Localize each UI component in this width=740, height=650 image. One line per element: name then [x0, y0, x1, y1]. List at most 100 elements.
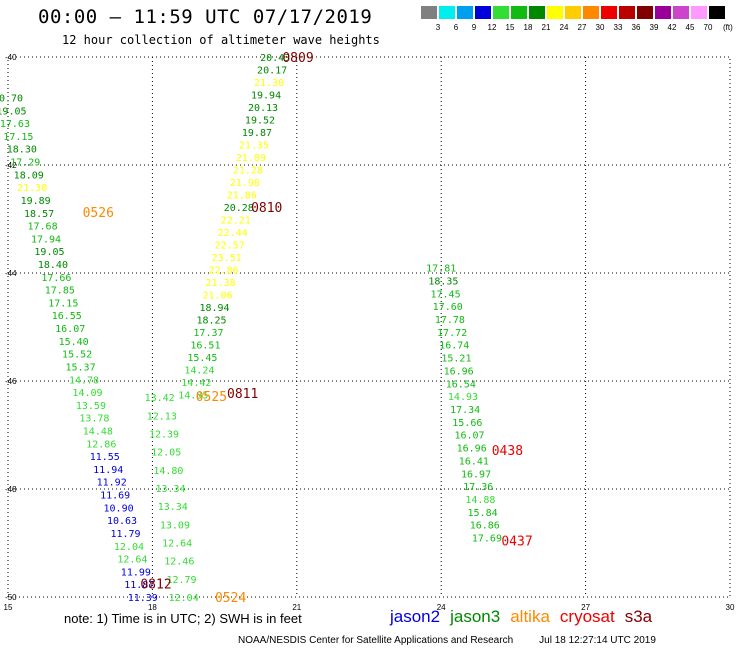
generated-timestamp: Jul 18 12:27:14 UTC 2019 — [539, 635, 656, 646]
y-tick-label: -40 — [5, 53, 17, 62]
wave-height-label: 21.30 — [17, 183, 47, 194]
wave-height-label: 15.45 — [187, 353, 217, 364]
wave-height-label: 10.90 — [104, 503, 134, 514]
wave-height-label: 15.37 — [66, 362, 96, 373]
chart-subtitle: 12 hour collection of altimeter wave hei… — [62, 33, 380, 47]
wave-height-label: 17.60 — [433, 302, 463, 313]
wave-height-label: 16.97 — [461, 469, 491, 480]
wave-height-label: 16.96 — [444, 366, 474, 377]
wave-height-label: 14.78 — [69, 375, 99, 386]
legend-swatch — [421, 6, 437, 19]
wave-height-label: 12.64 — [117, 555, 147, 566]
wave-height-label: 20.43 — [260, 53, 290, 64]
wave-height-label: 11.69 — [100, 491, 130, 502]
wave-height-label: 21.86 — [227, 191, 257, 202]
pass-time-label: 0526 — [83, 206, 114, 221]
wave-height-label: 13.78 — [79, 414, 109, 425]
x-tick-label: 24 — [437, 603, 446, 612]
wave-height-label: 13.34 — [158, 502, 188, 513]
wave-height-label: 19.52 — [245, 116, 275, 127]
legend-swatch — [439, 6, 455, 19]
legend-label: 21 — [541, 23, 551, 32]
wave-height-label: 17.63 — [0, 119, 30, 130]
wave-height-label: 16.41 — [459, 456, 489, 467]
pass-time-label: 0437 — [501, 534, 532, 549]
legend-swatch — [457, 6, 473, 19]
legend-label: 9 — [471, 23, 477, 32]
legend-swatch — [637, 6, 653, 19]
wave-height-label: 17.37 — [193, 328, 223, 339]
wave-height-label: 18.35 — [428, 276, 458, 287]
wave-height-label: 22.57 — [215, 241, 245, 252]
wave-height-label: 17.66 — [41, 273, 71, 284]
wave-height-label: 11.87 — [124, 580, 154, 591]
wave-height-label: 13.59 — [76, 401, 106, 412]
wave-height-label: 19.05 — [34, 247, 64, 258]
wave-height-label: 21.38 — [206, 278, 236, 289]
wave-height-label: 17.15 — [48, 298, 78, 309]
legend-label: 45 — [685, 23, 695, 32]
wave-height-label: 16.54 — [446, 379, 476, 390]
legend-swatch — [619, 6, 635, 19]
pass-time-label: 0524 — [215, 591, 246, 606]
wave-height-label: 20.28 — [224, 203, 254, 214]
wave-height-label: 14.80 — [153, 466, 183, 477]
x-tick-label: 21 — [292, 603, 301, 612]
legend-label: 24 — [559, 23, 569, 32]
wave-height-label: 21.98 — [230, 178, 260, 189]
wave-height-label: 15.84 — [468, 508, 498, 519]
pass-time-label: 0811 — [227, 387, 258, 402]
wave-height-label: 18.94 — [199, 303, 229, 314]
legend-swatch — [547, 6, 563, 19]
wave-height-label: 11.39 — [128, 593, 158, 604]
wave-height-label: 10.63 — [107, 516, 137, 527]
plot-grid — [7, 56, 731, 598]
legend-swatch — [655, 6, 671, 19]
wave-height-label: 16.07 — [454, 431, 484, 442]
legend-swatch — [529, 6, 545, 19]
legend-label: 39 — [649, 23, 659, 32]
legend-label: 70 — [703, 23, 713, 32]
legend-label: 27 — [577, 23, 587, 32]
wave-height-label: 12.46 — [164, 557, 194, 568]
pass-time-label: 0812 — [140, 578, 171, 593]
wave-height-label: 12.04 — [169, 593, 199, 604]
wave-height-label: 16.74 — [439, 341, 469, 352]
wave-height-label: 14.42 — [181, 378, 211, 389]
legend-label: 33 — [613, 23, 623, 32]
chart-title: 00:00 – 11:59 UTC 07/17/2019 — [38, 6, 373, 28]
wave-height-label: 15.40 — [59, 337, 89, 348]
legend-swatch — [493, 6, 509, 19]
satellite-name: jason2 — [390, 607, 441, 626]
credit-text: NOAA/NESDIS Center for Satellite Applica… — [238, 635, 514, 646]
wave-height-label: 14.09 — [72, 388, 102, 399]
wave-height-label: 17.45 — [431, 289, 461, 300]
wave-height-label: 11.99 — [121, 567, 151, 578]
wave-height-label: 18.30 — [7, 145, 37, 156]
wave-height-label: 21.30 — [254, 78, 284, 89]
wave-height-label: 19.89 — [21, 196, 51, 207]
legend-label: 18 — [523, 23, 533, 32]
legend-swatch — [511, 6, 527, 19]
wave-height-label: 18.40 — [38, 260, 68, 271]
wave-height-label: 19.05 — [0, 106, 27, 117]
plot-frame — [7, 56, 731, 598]
wave-height-label: 18.57 — [24, 209, 54, 220]
wave-height-label: 19.87 — [242, 128, 272, 139]
wave-height-label: 14.48 — [83, 427, 113, 438]
wave-height-label: 18.25 — [196, 316, 226, 327]
wave-height-label: 11.79 — [110, 529, 140, 540]
satellite-name: altika — [510, 607, 550, 626]
wave-height-label: 13.34 — [156, 484, 186, 495]
legend-swatch — [583, 6, 599, 19]
wave-height-label: 14.88 — [465, 495, 495, 506]
wave-height-label: 16.55 — [52, 311, 82, 322]
wave-height-label: 11.55 — [90, 452, 120, 463]
legend-unit: (ft) — [723, 23, 733, 32]
satellite-name: cryosat — [559, 607, 615, 626]
wave-height-label: 15.21 — [441, 354, 471, 365]
wave-height-label: 20.70 — [0, 94, 23, 105]
wave-height-label: 12.79 — [166, 575, 196, 586]
pass-time-label: 0438 — [492, 444, 523, 459]
